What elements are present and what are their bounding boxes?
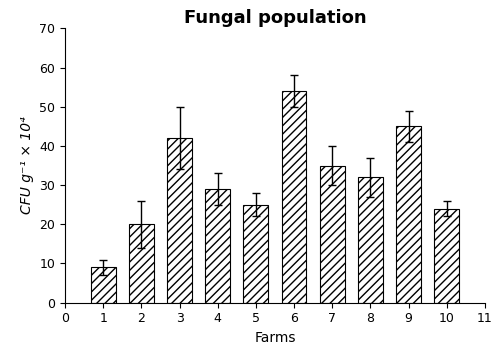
Bar: [206, 189, 230, 303]
Bar: [396, 126, 421, 303]
X-axis label: Farms: Farms: [254, 331, 296, 345]
Bar: [358, 177, 383, 303]
Bar: [282, 91, 306, 303]
Bar: [91, 267, 116, 303]
Bar: [244, 205, 268, 303]
Bar: [167, 138, 192, 303]
Bar: [129, 224, 154, 303]
Title: Fungal population: Fungal population: [184, 9, 366, 27]
Y-axis label: CFU g⁻¹ × 10⁴: CFU g⁻¹ × 10⁴: [20, 117, 34, 214]
Bar: [434, 209, 459, 303]
Bar: [320, 166, 344, 303]
